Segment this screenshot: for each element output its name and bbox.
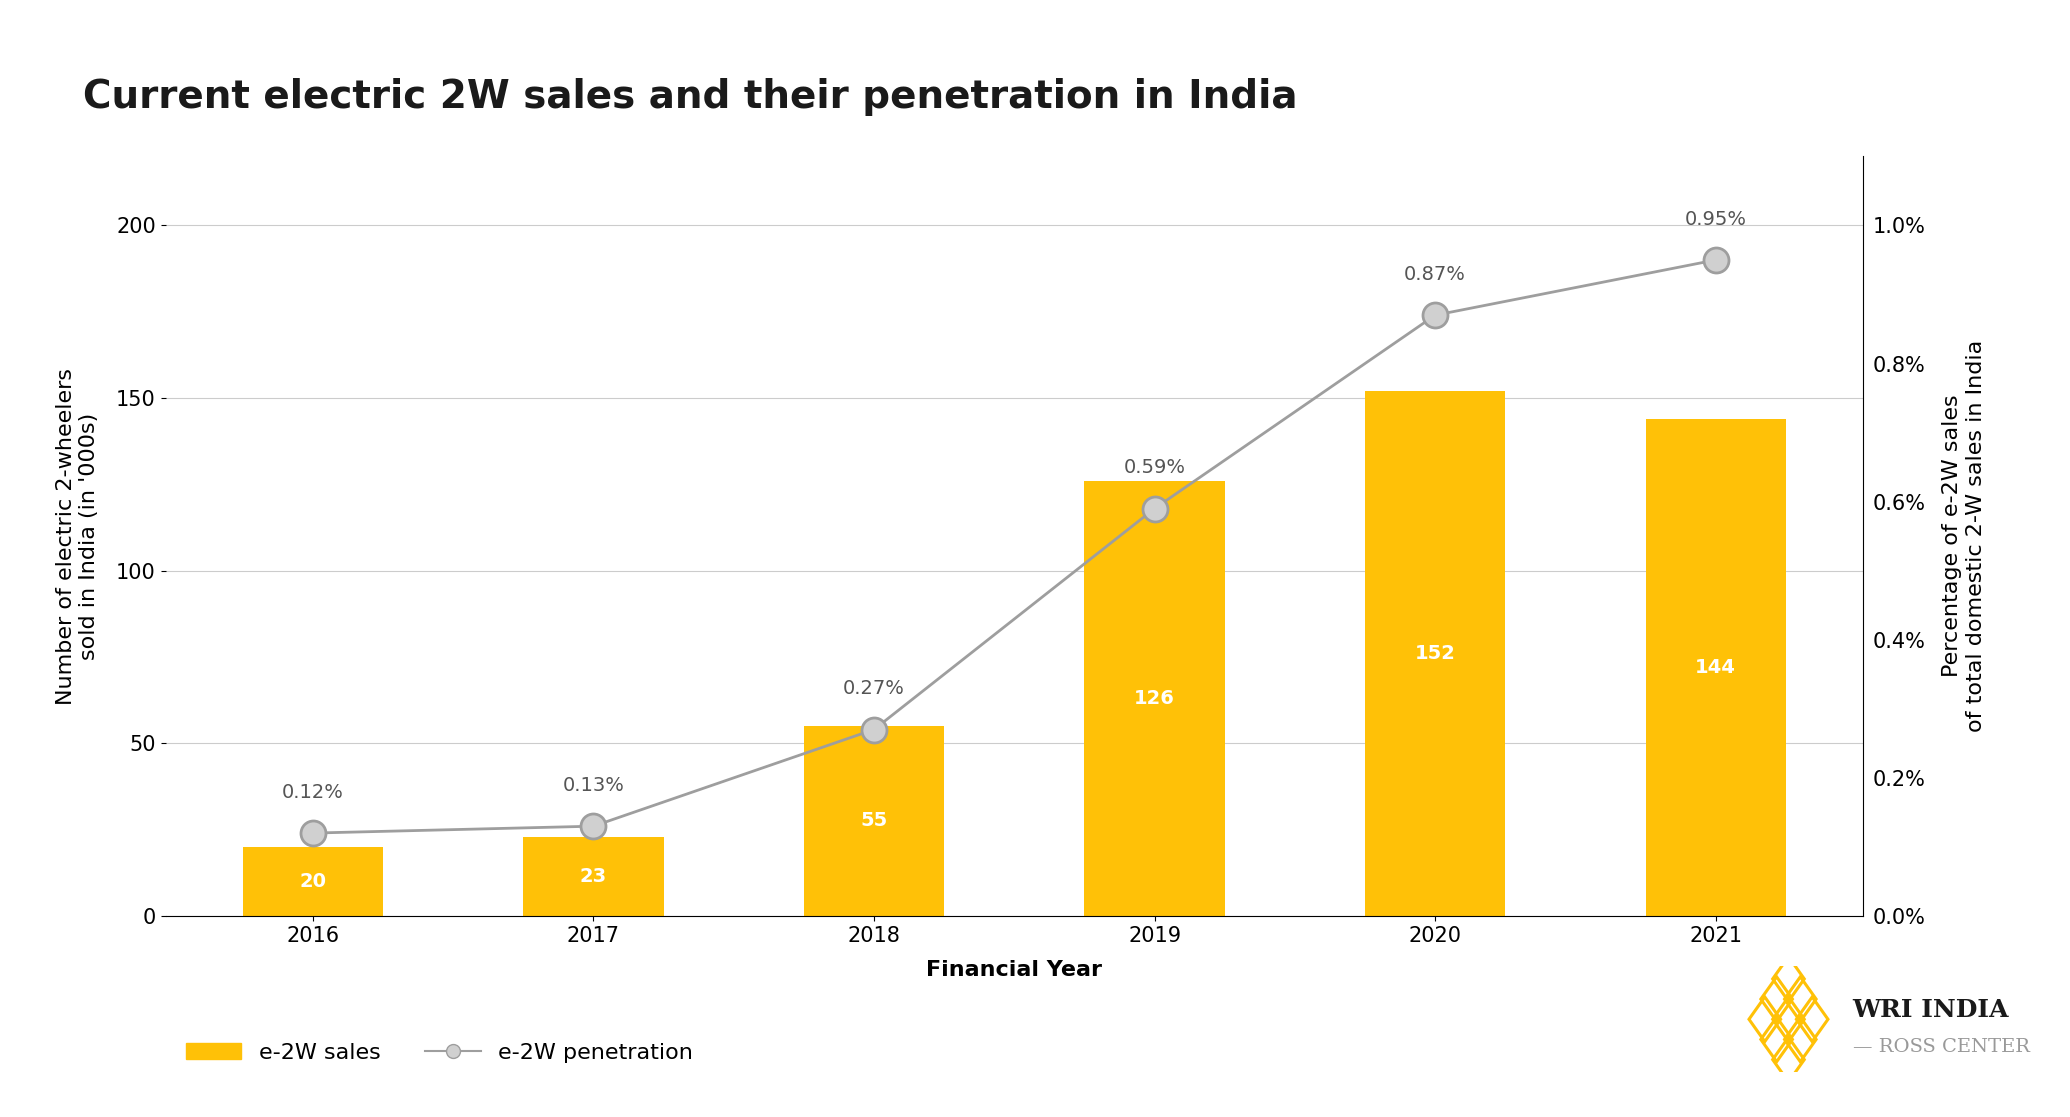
Bar	[803, 726, 944, 916]
Text: 55: 55	[861, 811, 888, 831]
Text: 20: 20	[300, 872, 327, 891]
Text: 0.95%: 0.95%	[1685, 210, 1747, 229]
Text: 0.27%: 0.27%	[842, 679, 905, 698]
Text: WRI INDIA: WRI INDIA	[1853, 999, 2010, 1022]
Text: 0.87%: 0.87%	[1403, 265, 1466, 284]
X-axis label: Financial Year: Financial Year	[925, 960, 1103, 980]
Y-axis label: Percentage of e-2W sales
of total domestic 2-W sales in India: Percentage of e-2W sales of total domest…	[1942, 340, 1985, 733]
Legend: e-2W sales, e-2W penetration: e-2W sales, e-2W penetration	[176, 1034, 702, 1072]
Text: Current electric 2W sales and their penetration in India: Current electric 2W sales and their pene…	[83, 78, 1298, 116]
Bar	[242, 847, 383, 916]
Text: 0.13%: 0.13%	[563, 776, 625, 795]
Bar	[1364, 391, 1505, 916]
Bar	[524, 837, 664, 916]
Text: 0.12%: 0.12%	[282, 783, 344, 802]
Text: — ROSS CENTER: — ROSS CENTER	[1853, 1038, 2031, 1056]
Text: 23: 23	[580, 867, 607, 886]
Text: 144: 144	[1695, 658, 1737, 677]
Text: 126: 126	[1134, 689, 1176, 708]
Bar	[1646, 419, 1786, 916]
Bar	[1085, 481, 1225, 916]
Text: 152: 152	[1414, 645, 1455, 663]
Y-axis label: Number of electric 2-wheelers
sold in India (in '000s): Number of electric 2-wheelers sold in In…	[56, 367, 99, 705]
Text: 0.59%: 0.59%	[1124, 458, 1186, 477]
